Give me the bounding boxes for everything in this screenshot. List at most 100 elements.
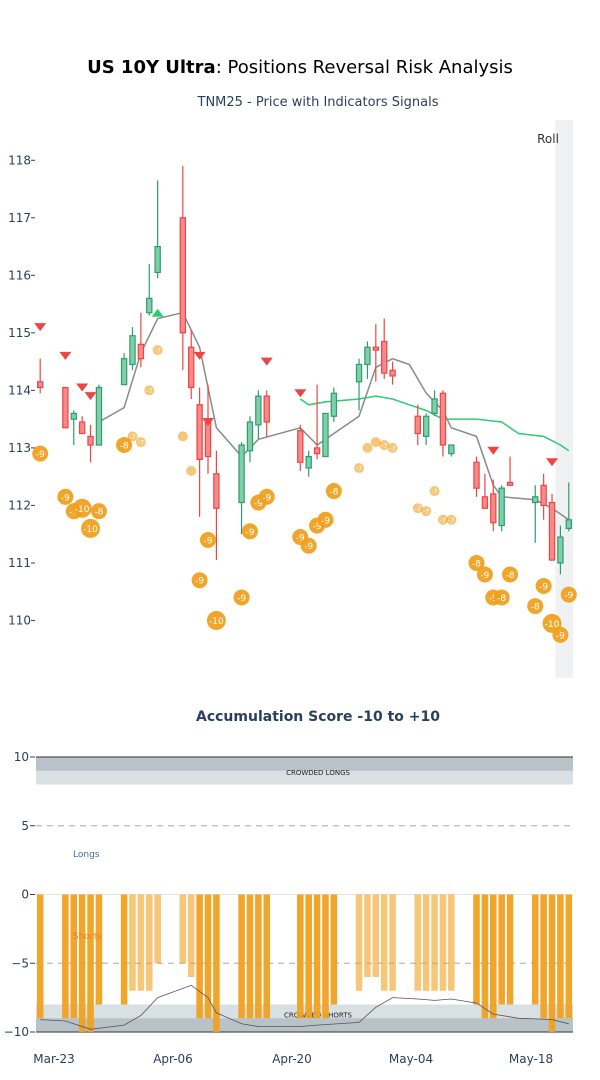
score-y-tick-label: −10 [4,1025,29,1039]
accumulation-bubble [144,385,155,396]
accumulation-bubble [527,598,544,615]
bubble-label: -9 [539,582,548,592]
accumulation-bubble [317,511,334,528]
bubble-label: -7 [129,433,135,441]
candle-body [87,435,94,446]
accumulation-bubble [354,463,365,474]
score-bar [204,894,212,1019]
accumulation-bubble [429,486,440,497]
candle-body [146,297,153,314]
score-bar [313,894,321,1019]
score-bar [238,894,245,1019]
accumulation-bubble [258,488,275,505]
score-y-tick-label: 5 [21,819,29,833]
score-bar [498,894,505,1005]
bubble-label: -9 [61,493,70,503]
candle-body [313,447,321,455]
score-bar [36,894,44,1019]
sell-signal-marker [260,357,273,366]
candle-body [179,217,187,334]
accumulation-bubble [90,503,107,520]
bubble-label: -10 [545,620,560,630]
accumulation-bubble [446,514,457,525]
price-y-tick-label: 117 [8,211,31,225]
score-bar [389,894,396,991]
bubble-label: -7 [448,516,454,524]
candle-body [439,392,447,446]
score-bar [70,894,78,1019]
score-bar [146,894,153,991]
moving-average-grey [98,311,570,521]
accumulation-bubble [552,626,569,643]
score-bar [439,894,447,991]
bubble-label: -7 [381,442,387,450]
candle-body [330,392,338,417]
accumulation-bubble [135,437,146,448]
candle-body [188,346,195,389]
score-y-tick-label: 0 [21,888,29,902]
candle-body [120,358,128,386]
score-bar [179,894,187,964]
score-bar [531,894,539,1005]
x-tick-label: May-04 [389,1052,433,1066]
bubble-label: -7 [356,465,362,473]
bubble-label: -7 [154,347,160,355]
accumulation-bubble [206,610,226,630]
score-bar [490,894,497,1019]
score-bar [380,894,388,991]
score-bar [414,894,422,991]
accumulation-bubble [300,537,317,554]
candle-body [263,395,270,423]
accumulation-bubble [362,442,373,453]
page-title-rest: : Positions Reversal Risk Analysis [216,57,513,78]
score-bar [431,894,438,991]
candle-body [62,386,69,429]
candle-body [448,444,455,455]
bubble-label: -9 [489,594,498,604]
bubble-label: -8 [531,603,540,613]
score-bar [196,894,203,1019]
score-panel: CROWDED LONGSCROWDED SHORTS1050−5−10Long… [4,750,573,1066]
sell-signal-marker [202,418,215,427]
bubble-label: -9 [321,516,330,526]
score-bar [137,894,145,991]
accumulation-bubble [370,437,381,448]
accumulation-bubble [387,442,398,453]
price-y-tick-label: 110 [8,613,31,627]
candle-body [246,421,254,452]
candle-body [204,421,212,458]
bubble-label: -9 [195,577,204,587]
score-bar [187,894,195,977]
candle-body [305,455,312,469]
bubble-label: -9 [237,594,246,604]
accumulation-bubble [493,589,510,606]
accumulation-bubble [437,514,448,525]
accumulation-bubble [72,498,92,518]
score-bar [120,894,128,1005]
crowded-longs-core [36,757,573,771]
score-bar [322,894,329,1019]
candle-body [389,369,396,377]
roll-label: Roll [537,132,559,146]
bubble-label: -10 [209,617,224,627]
accumulation-bubble [57,488,74,505]
accumulation-bubble [191,572,208,589]
score-bar [213,894,220,1032]
sell-signal-marker [487,446,500,455]
sell-signal-marker [193,351,206,360]
candle-body [414,415,421,435]
crowded-shorts-core [36,1018,573,1032]
candle-body [364,346,371,366]
score-bar [422,894,430,991]
accumulation-bubble [200,531,217,548]
sell-signal-marker [294,389,307,398]
score-bar [506,894,514,1005]
candle-body [95,386,103,446]
score-bar [481,894,489,1019]
bubble-label: -7 [389,444,395,452]
score-bar [246,894,254,1019]
bubble-label: -7 [423,508,429,516]
legend-longs: Longs [73,850,100,860]
candle-body [490,493,497,524]
